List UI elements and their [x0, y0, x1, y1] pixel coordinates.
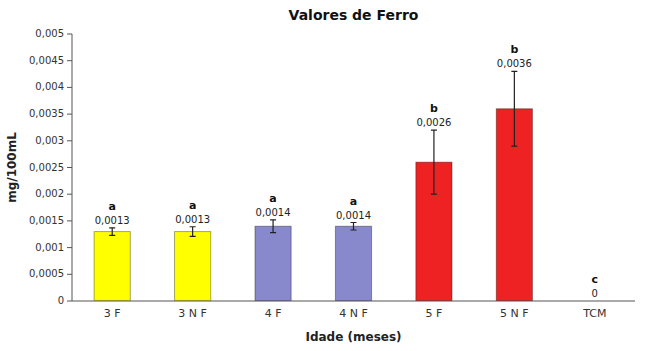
category-label: 4 N F: [339, 307, 368, 320]
error-bar: [190, 227, 196, 237]
error-bar: [109, 228, 115, 235]
tick-mark: [67, 60, 72, 61]
bar: [94, 232, 130, 301]
y-axis: 0 0,0005 0,001 0,0015 0,002 0,0025 0,003 0,0035…: [29, 28, 72, 306]
tick-mark: [67, 247, 72, 248]
tick-mark: [67, 114, 72, 115]
tick-label: 0,002: [35, 188, 64, 199]
tick-label: 0: [58, 295, 64, 306]
value-label: 0,0013: [175, 214, 210, 225]
error-bar: [511, 71, 517, 146]
annotation: b: [430, 102, 438, 115]
value-label: 0,0013: [95, 215, 130, 226]
tick-label: 0,0045: [29, 55, 64, 66]
tick-mark: [67, 140, 72, 141]
tick-label: 0,004: [35, 81, 64, 92]
axis-line: [72, 34, 73, 301]
tick-mark: [67, 274, 72, 275]
annotation: a: [108, 200, 115, 213]
tick-mark: [67, 194, 72, 195]
error-bar: [270, 220, 276, 233]
category-label: 3 N F: [178, 307, 207, 320]
bar: [255, 226, 291, 301]
tick-label: 0,0025: [29, 162, 64, 173]
title: Valores de Ferro: [289, 7, 419, 23]
category-label: 4 F: [265, 307, 282, 320]
tick-label: 0,0015: [29, 215, 64, 226]
value-label: 0: [592, 288, 598, 299]
plot-area: [72, 34, 635, 301]
error-bar: [431, 130, 437, 194]
tick-label: 0,0005: [29, 268, 64, 279]
tick-mark: [67, 220, 72, 221]
value-label: 0,0014: [256, 207, 291, 218]
tick-mark: [67, 301, 72, 302]
tick-mark: [67, 167, 72, 168]
category-label: TCM: [582, 307, 606, 320]
value-label: 0,0036: [497, 58, 532, 69]
category-label: 5 F: [426, 307, 443, 320]
category-label: 5 N F: [500, 307, 529, 320]
error-bar: [351, 223, 357, 230]
tick-label: 0,005: [35, 28, 64, 39]
tick-mark: [67, 87, 72, 88]
x-axis: 3 F 3 N F 4 F 4 N F 5 F 5 N F TCM: [72, 34, 635, 320]
value-label: 0,0014: [336, 210, 371, 221]
annotation: a: [189, 199, 196, 212]
chart: 0 0,0005 0,001 0,0015 0,002 0,0025 0,003 0,0035…: [0, 0, 651, 351]
tick-label: 0,0035: [29, 108, 64, 119]
category-label: 3 F: [104, 307, 121, 320]
bar: [335, 226, 371, 301]
annotation: a: [350, 195, 357, 208]
annotation: c: [592, 273, 599, 286]
annotation: b: [510, 43, 518, 56]
tick-mark: [67, 34, 72, 35]
labels: 0,0013 a 0,0013 a 0,0014 a 0,0014 a 0,0026 b 0,003…: [95, 43, 598, 299]
bar: [175, 232, 211, 301]
axis-line: [72, 301, 635, 302]
value-label: 0,0026: [416, 117, 451, 128]
x-axis-label: Idade (meses): [305, 330, 401, 344]
annotation: a: [269, 192, 276, 205]
tick-label: 0,001: [35, 242, 64, 253]
y-axis-label: mg/100mL: [5, 132, 19, 203]
bars: [94, 71, 532, 301]
tick-label: 0,003: [35, 135, 64, 146]
